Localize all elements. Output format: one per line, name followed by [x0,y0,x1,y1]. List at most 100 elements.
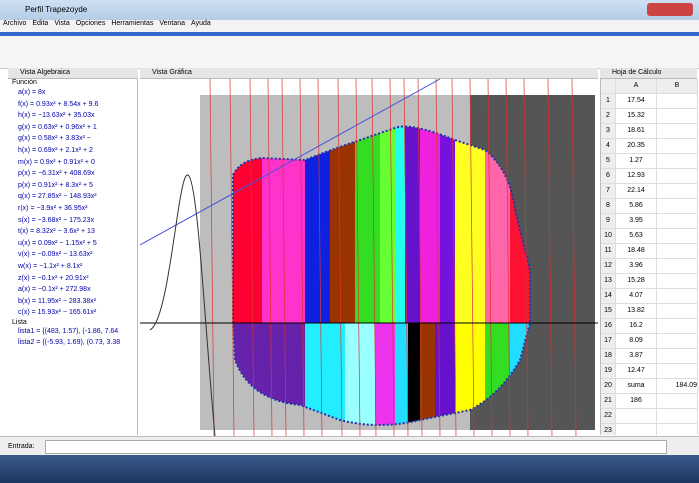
algebra-item[interactable]: z(x) = −0.1x² + 20.91x² [18,274,89,282]
cell[interactable] [657,154,698,168]
cell[interactable] [657,304,698,318]
cell[interactable] [657,409,698,423]
cell[interactable] [657,289,698,303]
cell[interactable] [657,274,698,288]
cell[interactable]: 186 [616,394,657,408]
algebra-item[interactable]: p(x) = −6.31x² + 408.69x [18,170,95,178]
menu-item[interactable]: Archivo [3,20,27,27]
window-controls[interactable] [647,3,693,16]
cell[interactable] [657,424,698,435]
cell[interactable]: 1.27 [616,154,657,168]
cell[interactable] [657,94,698,108]
cell[interactable] [657,319,698,333]
input-field[interactable] [45,440,667,454]
cell[interactable]: 5.63 [616,229,657,243]
list-item[interactable]: lista2 = {(-5.93, 1.69), (0.73, 3.38 [18,339,121,347]
menu-item[interactable]: Opciones [75,20,106,27]
sheet-row: 14 4.07 [601,289,698,304]
cell[interactable] [657,349,698,363]
list-item[interactable]: lista1 = {(483, 1.57), (-1.86, 7.64 [18,327,119,335]
cell[interactable]: 22.14 [616,184,657,198]
cell[interactable]: 13.82 [616,304,657,318]
algebra-item[interactable]: g(x) = 0.63x² + 0.96x² + 1 [18,123,97,131]
sheet-row: 2 15.32 [601,109,698,124]
menu-bar: Archivo Edita Vista Opciones Herramientas Ven… [0,20,699,32]
cell[interactable]: 20.35 [616,139,657,153]
algebra-item[interactable]: s(x) = −3.68x² − 175.23x [18,216,95,224]
menu-item[interactable]: Ayuda [191,20,211,27]
cell[interactable]: 12.47 [616,364,657,378]
algebra-item[interactable]: b(x) = 11.95x² − 283.38x² [18,297,97,305]
cell[interactable]: 4.07 [616,289,657,303]
sheet-row: 9 3.95 [601,214,698,229]
cell[interactable]: suma [616,379,657,393]
cell[interactable] [616,424,657,435]
cell[interactable]: 17.54 [616,94,657,108]
sheet-row: 18 3.87 [601,349,698,364]
cell[interactable] [657,394,698,408]
cell[interactable] [657,259,698,273]
vertical-line [523,79,529,436]
menu-item[interactable]: Ventana [159,20,186,27]
cell[interactable] [657,184,698,198]
cell[interactable]: 3.96 [616,259,657,273]
algebra-item[interactable]: a(x) = −0.1x² + 272.98x [18,286,91,294]
algebra-item[interactable]: r(x) = −3.9x² + 36.95x² [18,204,88,212]
menu-item[interactable]: Edita [32,20,49,27]
strip [408,323,420,425]
vertical-line [505,79,511,436]
cell[interactable] [657,109,698,123]
algebra-item[interactable]: h(x) = 0.69x² + 2.1x² + 2 [18,146,93,154]
cell[interactable] [657,169,698,183]
algebra-item[interactable]: p(x) = 0.91x² + 8.3x² + 5 [18,181,93,189]
sheet-row: 10 5.63 [601,229,698,244]
cell[interactable] [657,229,698,243]
row-number: 16 [601,319,616,333]
cell[interactable]: 3.87 [616,349,657,363]
sheet-row: 8 5.86 [601,199,698,214]
algebra-item[interactable]: f(x) = 0.93x² + 8.54x + 9.6 [18,100,99,108]
sheet-row: 16 16.2 [601,319,698,334]
algebra-item[interactable]: g(x) = 0.58x² + 3.83x² − [18,135,91,143]
cell[interactable]: 15.28 [616,274,657,288]
algebra-item[interactable]: u(x) = 0.09x² − 1.15x² + 5 [18,239,97,247]
cell[interactable]: 16.2 [616,319,657,333]
cell[interactable]: 5.86 [616,199,657,213]
cell[interactable]: 12.93 [616,169,657,183]
strip [330,126,355,323]
panel-header: Hoja de Cálculo [600,68,697,79]
vertical-line [487,79,493,436]
cell[interactable]: 3.95 [616,214,657,228]
algebra-item[interactable]: v(x) = −0.09x² − 13.63x² [18,251,93,259]
cell[interactable] [657,124,698,138]
algebra-item[interactable]: w(x) = −1.1x² + 8.1x² [18,262,83,270]
menu-item[interactable]: Herramientas [111,20,154,27]
cell[interactable] [657,364,698,378]
cell[interactable] [616,409,657,423]
cell[interactable] [657,214,698,228]
sheet-row: 19 12.47 [601,364,698,379]
cell[interactable]: 184.09 [657,379,698,393]
algebra-item[interactable]: c(x) = 15.93x² − 165.61x² [18,309,97,317]
row-number: 7 [601,184,616,198]
cell[interactable]: 15.32 [616,109,657,123]
sheet-row: 11 18.48 [601,244,698,259]
strip [395,126,405,323]
algebra-item[interactable]: q(x) = 27.85x² − 148.93x² [18,193,97,201]
cell[interactable]: 8.09 [616,334,657,348]
cell[interactable]: 18.61 [616,124,657,138]
cell[interactable] [657,334,698,348]
sheet-row: 7 22.14 [601,184,698,199]
algebra-item[interactable]: t(x) = 8.32x² − 3.6x² + 13 [18,228,95,236]
cell[interactable] [657,199,698,213]
algebra-item[interactable]: h(x) = −13.63x² + 35.03x [18,112,95,120]
algebra-item[interactable]: a(x) = 8x [18,89,46,96]
cell[interactable] [657,244,698,258]
toolbar [0,32,699,69]
cell[interactable] [657,139,698,153]
tool-button[interactable] [0,32,699,36]
algebra-item[interactable]: m(x) = 0.9x² + 0.91x² + 0 [18,158,95,166]
cell[interactable]: 18.48 [616,244,657,258]
menu-item[interactable]: Vista [54,20,70,27]
